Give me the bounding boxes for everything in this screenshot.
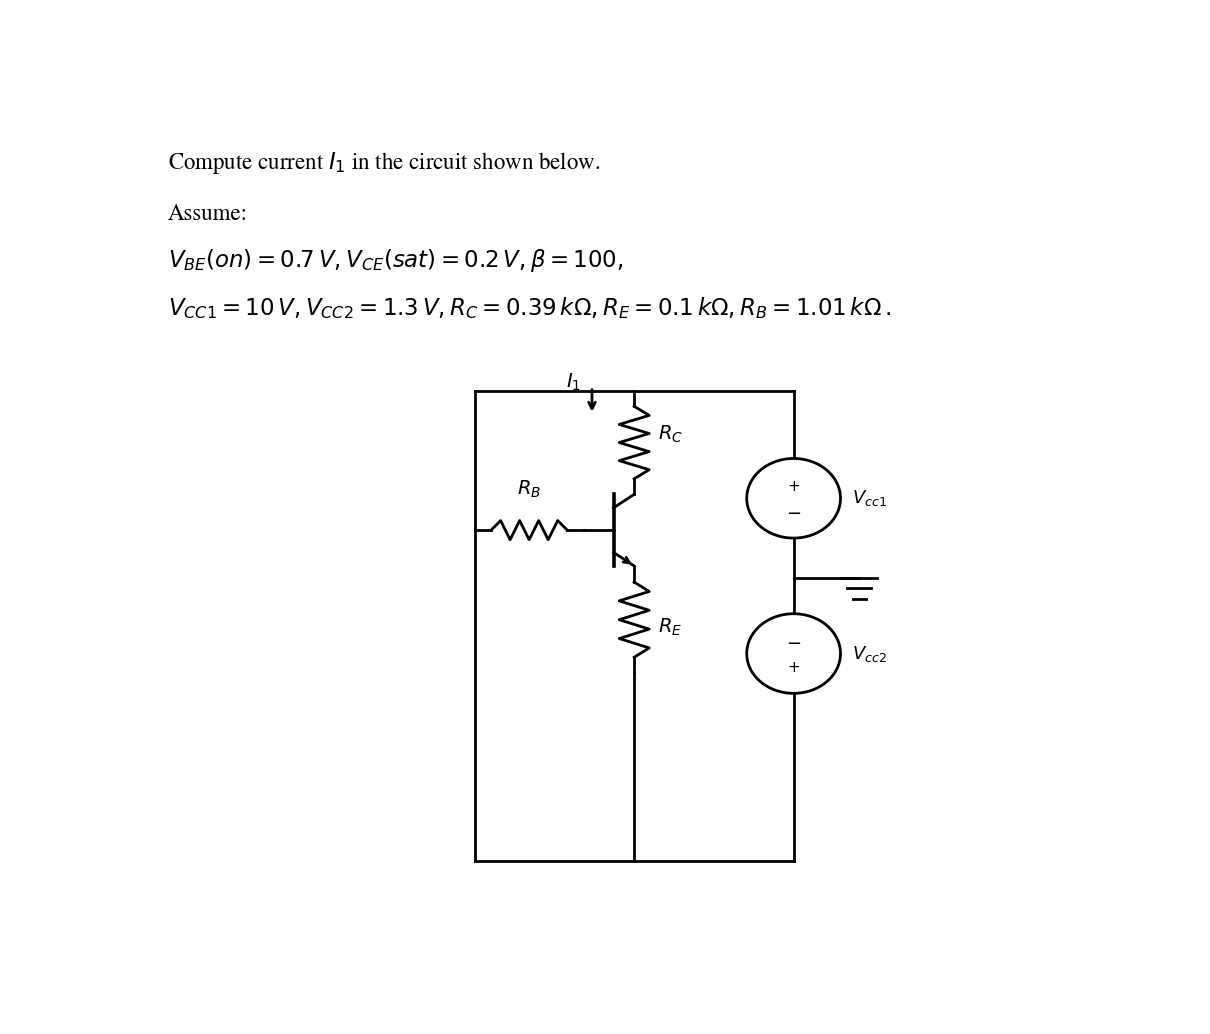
Text: $-$: $-$ [786,503,801,521]
Text: $V_{cc2}$: $V_{cc2}$ [852,643,887,664]
Text: $V_{BE}(on) = 0.7\,V, V_{CE}(sat) = 0.2\,V, \beta = 100,$: $V_{BE}(on) = 0.7\,V, V_{CE}(sat) = 0.2\… [168,247,623,274]
Text: $+$: $+$ [786,479,800,494]
Text: $R_C$: $R_C$ [658,424,682,446]
Text: $V_{CC1} = 10\,V, V_{CC2} = 1.3\,V, R_C = 0.39\,k\Omega, R_E = 0.1\,k\Omega, R_B: $V_{CC1} = 10\,V, V_{CC2} = 1.3\,V, R_C … [168,296,892,322]
Text: $-$: $-$ [786,633,801,650]
Text: $R_E$: $R_E$ [658,617,681,638]
Text: $R_B$: $R_B$ [517,479,541,499]
Text: $V_{cc1}$: $V_{cc1}$ [852,488,887,509]
Circle shape [747,614,841,694]
Circle shape [747,458,841,538]
Text: Assume:: Assume: [168,204,248,225]
Text: $I_1$: $I_1$ [565,372,581,394]
Text: Compute current $I_1$ in the circuit shown below.: Compute current $I_1$ in the circuit sho… [168,150,600,176]
Text: $+$: $+$ [786,660,800,674]
